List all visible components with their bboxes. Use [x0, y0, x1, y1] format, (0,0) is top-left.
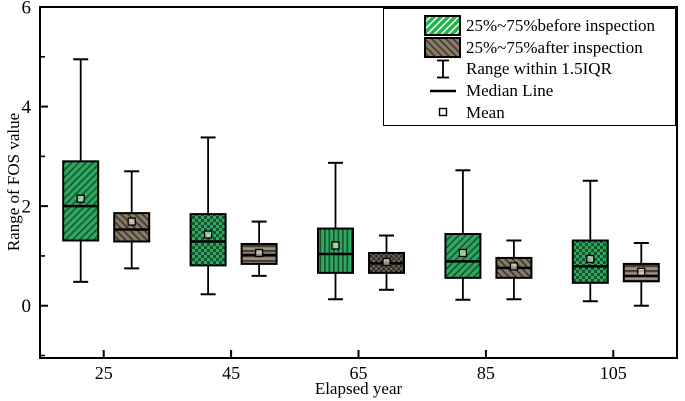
box-before	[571, 179, 609, 303]
legend-label: Median Line	[466, 81, 554, 101]
x-tick-label: 45	[222, 363, 240, 383]
mean-marker	[458, 248, 468, 258]
y-tick-label: 0	[22, 296, 32, 317]
mean-marker	[331, 241, 340, 250]
legend-label: 25%~75%before inspection	[466, 16, 656, 36]
box-after	[622, 241, 660, 307]
legend-label: Range within 1.5IQR	[466, 59, 612, 79]
x-tick-label: 105	[600, 363, 627, 383]
median-line-icon	[424, 88, 461, 94]
x-tick-label: 65	[350, 363, 368, 383]
iqr-box	[113, 212, 151, 243]
box-after	[240, 220, 278, 277]
mean-marker	[254, 248, 264, 258]
box-before	[317, 161, 354, 301]
y-tick-label: 2	[22, 197, 32, 218]
mean-marker	[637, 267, 646, 277]
mean-marker	[382, 257, 391, 267]
mean-marker	[509, 262, 519, 271]
after-inspection-swatch-icon	[424, 36, 461, 58]
y-tick-label: 6	[22, 0, 32, 19]
y-tick-label: 4	[22, 97, 32, 118]
legend-item-mean: Mean	[384, 101, 675, 123]
legend-label: Mean	[466, 102, 505, 122]
legend-label: 25%~75%after inspection	[466, 37, 643, 57]
legend-item-iqr: Range within 1.5IQR	[384, 58, 675, 80]
legend-item-median: Median Line	[384, 80, 675, 102]
legend-item-before: 25%~75%before inspection	[384, 15, 675, 37]
mean-square-icon	[424, 107, 461, 117]
box-after	[495, 239, 533, 301]
iqr-box	[317, 227, 354, 274]
mean-marker	[76, 194, 85, 203]
box-before	[189, 136, 227, 296]
x-axis-label: Elapsed year	[314, 379, 403, 398]
legend-top-border	[383, 7, 677, 9]
box-after	[113, 170, 151, 270]
y-axis-label: Range of FOS value	[4, 112, 23, 252]
mean-marker	[127, 217, 136, 226]
box-before	[62, 58, 100, 283]
box-after	[368, 234, 405, 291]
iqr-box	[189, 213, 227, 267]
x-tick-label: 25	[95, 363, 113, 383]
mean-marker	[203, 230, 213, 239]
x-tick-label: 85	[477, 363, 495, 383]
error-bar-icon	[424, 58, 461, 80]
before-inspection-swatch-icon	[424, 15, 461, 37]
legend-box: 25%~75%before inspection 25%~75%after in…	[383, 8, 676, 126]
legend-item-after: 25%~75%after inspection	[384, 36, 675, 59]
box-before	[444, 169, 482, 301]
mean-marker	[586, 254, 595, 264]
